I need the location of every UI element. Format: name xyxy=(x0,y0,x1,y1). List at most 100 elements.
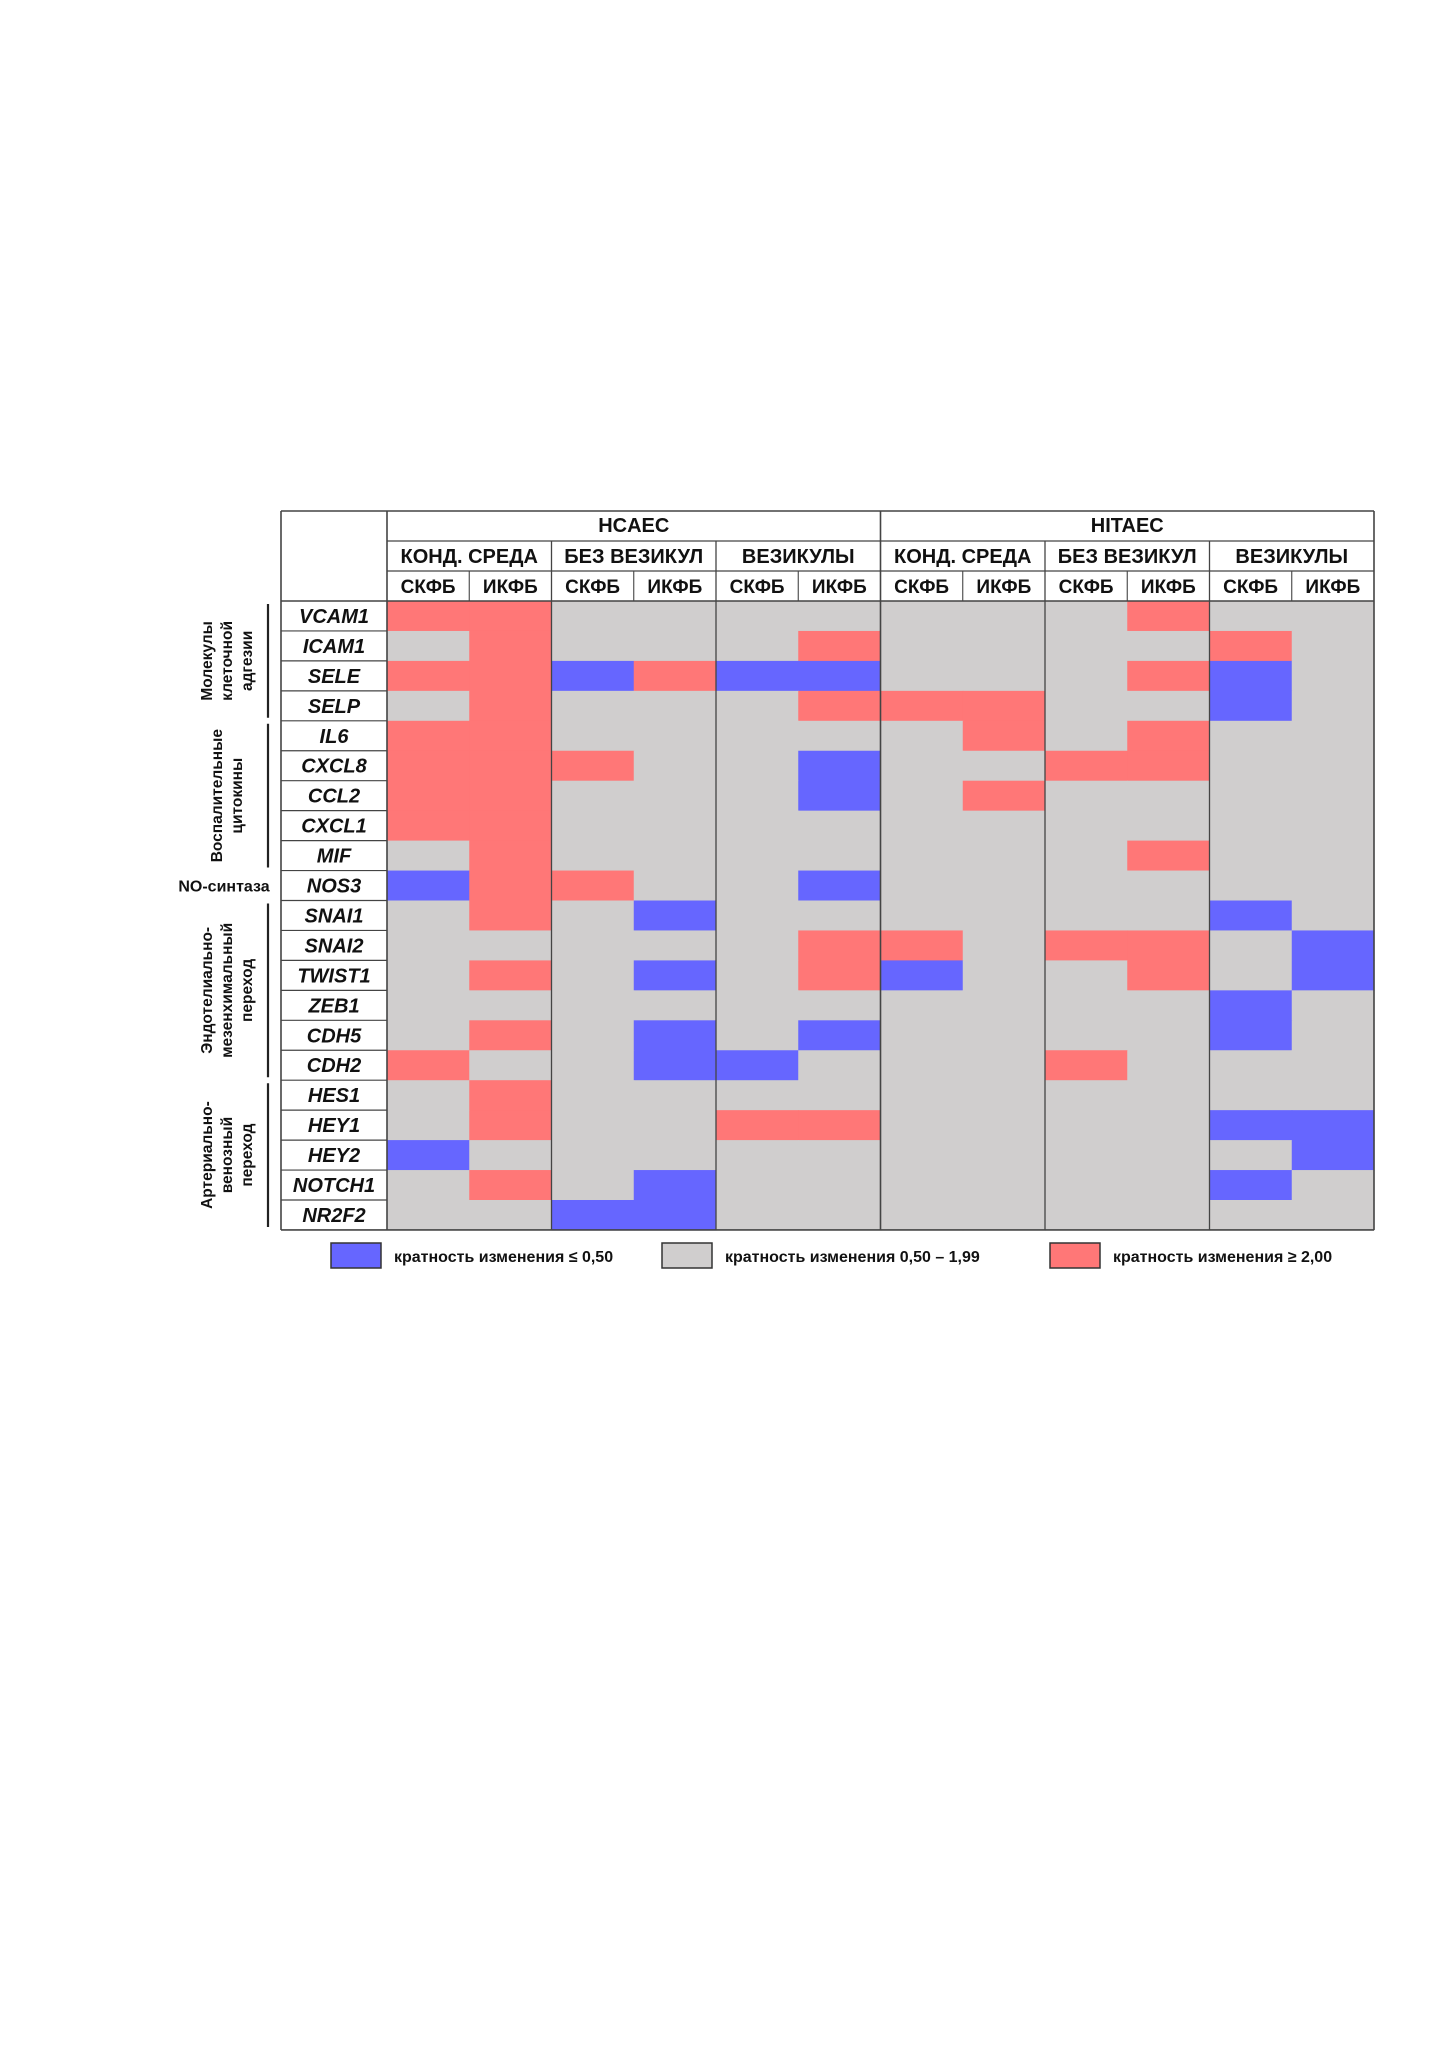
group-label: переход xyxy=(239,1123,256,1186)
heatmap-cell xyxy=(1127,630,1211,662)
heatmap-cell xyxy=(1045,1050,1128,1081)
condition-header: БЕЗ ВЕЗИКУЛ xyxy=(1058,546,1197,568)
heatmap-cell xyxy=(962,750,1046,782)
heatmap-cell xyxy=(633,720,717,752)
heatmap-cell xyxy=(551,690,635,722)
gene-label: HEY1 xyxy=(308,1115,360,1137)
heatmap-cell xyxy=(387,1050,470,1081)
heatmap-cell xyxy=(962,601,1046,632)
heatmap-cell xyxy=(469,840,553,872)
heatmap-cell xyxy=(798,1110,882,1141)
heatmap-cell xyxy=(1209,960,1293,991)
heatmap-cell xyxy=(633,1200,717,1231)
heatmap-cell xyxy=(1291,1110,1375,1141)
heatmap-cell xyxy=(1045,690,1128,722)
heatmap-cell xyxy=(1045,930,1128,961)
heatmap-cell xyxy=(962,960,1046,991)
gene-label: SELP xyxy=(308,696,361,718)
gene-label: SNAI2 xyxy=(305,935,364,957)
heatmap-cell xyxy=(1209,1200,1293,1231)
heatmap-cell xyxy=(551,900,635,932)
heatmap-cell xyxy=(551,840,635,872)
legend-swatch xyxy=(661,1242,713,1269)
heatmap-cell xyxy=(469,601,553,632)
gene-groups: Молекулы клеточной адгезии Воспалительные ци… xyxy=(178,604,270,1227)
heatmap-cell xyxy=(716,810,799,842)
heatmap-cell xyxy=(1209,930,1293,961)
heatmap-cell xyxy=(880,601,964,632)
cell-line-header: HITAEC xyxy=(1091,515,1164,537)
heatmap-cell xyxy=(880,1050,964,1081)
heatmap-cell xyxy=(633,870,717,902)
heatmap-cell xyxy=(551,1170,635,1201)
heatmap-cell xyxy=(880,960,964,991)
heatmap-cell xyxy=(1209,990,1293,1021)
heatmap-cell xyxy=(387,780,470,812)
sub-column-header: ИКФБ xyxy=(1141,577,1196,598)
heatmap-cell xyxy=(469,1050,553,1081)
heatmap-cell xyxy=(962,720,1046,752)
heatmap-cell xyxy=(1127,660,1211,692)
heatmap-cell xyxy=(1045,1200,1128,1231)
heatmap-cell xyxy=(469,990,553,1021)
heatmap-cell xyxy=(1127,1140,1211,1171)
heatmap-cell xyxy=(798,1140,882,1171)
heatmap-cell xyxy=(633,1110,717,1141)
heatmap-cell xyxy=(962,1020,1046,1051)
heatmap-cell xyxy=(1209,720,1293,752)
heatmap-cell xyxy=(387,1110,470,1141)
heatmap-cell xyxy=(962,840,1046,872)
heatmap-cell xyxy=(1127,810,1211,842)
heatmap-cell xyxy=(1291,1080,1375,1111)
heatmap-cell xyxy=(469,660,553,692)
heatmap-cell xyxy=(1127,990,1211,1021)
heatmap-cell xyxy=(1127,720,1211,752)
heatmap-cell xyxy=(387,960,470,991)
heatmap-cell xyxy=(798,990,882,1021)
legend-label: кратность изменения 0,50 – 1,99 xyxy=(725,1249,980,1266)
heatmap-cell xyxy=(1127,1200,1211,1231)
heatmap-cell xyxy=(880,1020,964,1051)
heatmap-cell xyxy=(880,720,964,752)
heatmap-cell xyxy=(387,810,470,842)
heatmap-cell xyxy=(1291,1200,1375,1231)
heatmap-cell xyxy=(469,1140,553,1171)
condition-header: ВЕЗИКУЛЫ xyxy=(1235,546,1348,568)
heatmap-cell xyxy=(716,1110,799,1141)
heatmap-cell xyxy=(1045,720,1128,752)
heatmap-cell xyxy=(1127,960,1211,991)
heatmap-cell xyxy=(469,690,553,722)
heatmap-cell xyxy=(880,750,964,782)
sub-column-header: ИКФБ xyxy=(976,577,1031,598)
heatmap-cell xyxy=(716,930,799,961)
heatmap-cell xyxy=(798,930,882,961)
heatmap-cell xyxy=(1127,1110,1211,1141)
group-label: мезенхимальный xyxy=(219,923,236,1058)
heatmap-cell xyxy=(469,930,553,961)
heatmap-cell xyxy=(633,900,717,932)
heatmap-cell xyxy=(1291,630,1375,662)
heatmap-cell xyxy=(1127,930,1211,961)
heatmap-cell xyxy=(633,750,717,782)
heatmap-cell xyxy=(716,630,799,662)
group-label: венозный xyxy=(219,1117,236,1193)
heatmap-cell xyxy=(387,1080,470,1111)
heatmap-cell xyxy=(716,750,799,782)
heatmap-cell xyxy=(1291,690,1375,722)
heatmap-cell xyxy=(716,1140,799,1171)
heatmap-cell xyxy=(387,840,470,872)
heatmap-cell xyxy=(1291,780,1375,812)
heatmap-cell xyxy=(1291,990,1375,1021)
heatmap-cell xyxy=(1127,780,1211,812)
heatmap-cell xyxy=(798,1020,882,1051)
heatmap-cell xyxy=(1127,1050,1211,1081)
heatmap-cell xyxy=(716,1050,799,1081)
heatmap-cell xyxy=(551,1110,635,1141)
heatmap-cell xyxy=(551,630,635,662)
heatmap-cell xyxy=(633,1170,717,1201)
gene-label: TWIST1 xyxy=(297,965,370,987)
heatmap-cell xyxy=(798,960,882,991)
heatmap-cell xyxy=(1045,1080,1128,1111)
heatmap-cell xyxy=(1045,810,1128,842)
heatmap-cell xyxy=(1209,690,1293,722)
